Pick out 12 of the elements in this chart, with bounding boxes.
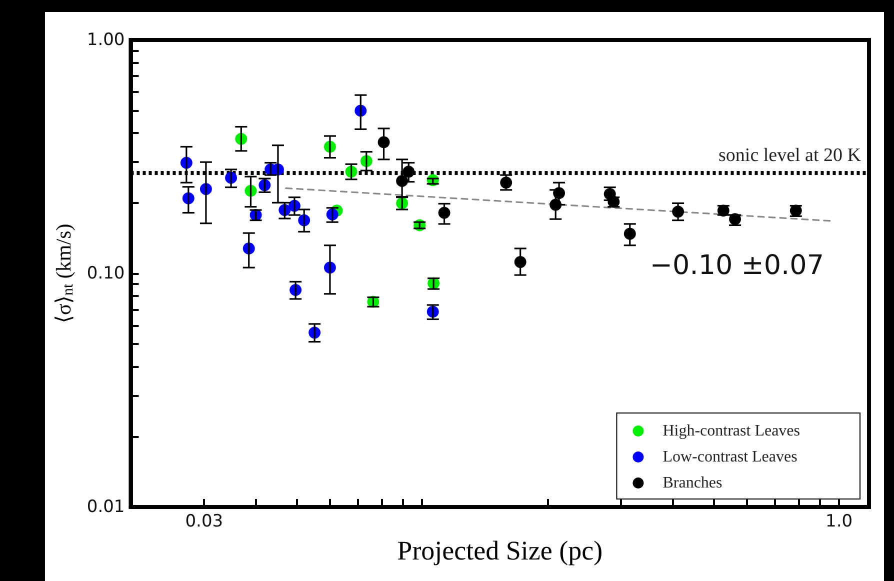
- legend-label: High-contrast Leaves: [662, 422, 800, 440]
- x-tick-label: 1.0: [826, 512, 853, 532]
- y-tick-label: 1.00: [86, 30, 125, 50]
- annotation: −0.10 ±0.07: [650, 250, 824, 281]
- legend-label: Low-contrast Leaves: [662, 448, 798, 466]
- legend-label: Branches: [662, 474, 722, 492]
- x-axis-title: Projected Size (pc): [397, 536, 603, 566]
- x-tick-label: 0.03: [185, 512, 224, 532]
- y-tick-label: 0.10: [86, 264, 125, 284]
- ref-line-label: sonic level at 20 K: [718, 144, 862, 166]
- y-axis-title: ⟨σ⟩nt (km/s): [52, 224, 76, 324]
- y-tick-label: 0.01: [86, 497, 125, 517]
